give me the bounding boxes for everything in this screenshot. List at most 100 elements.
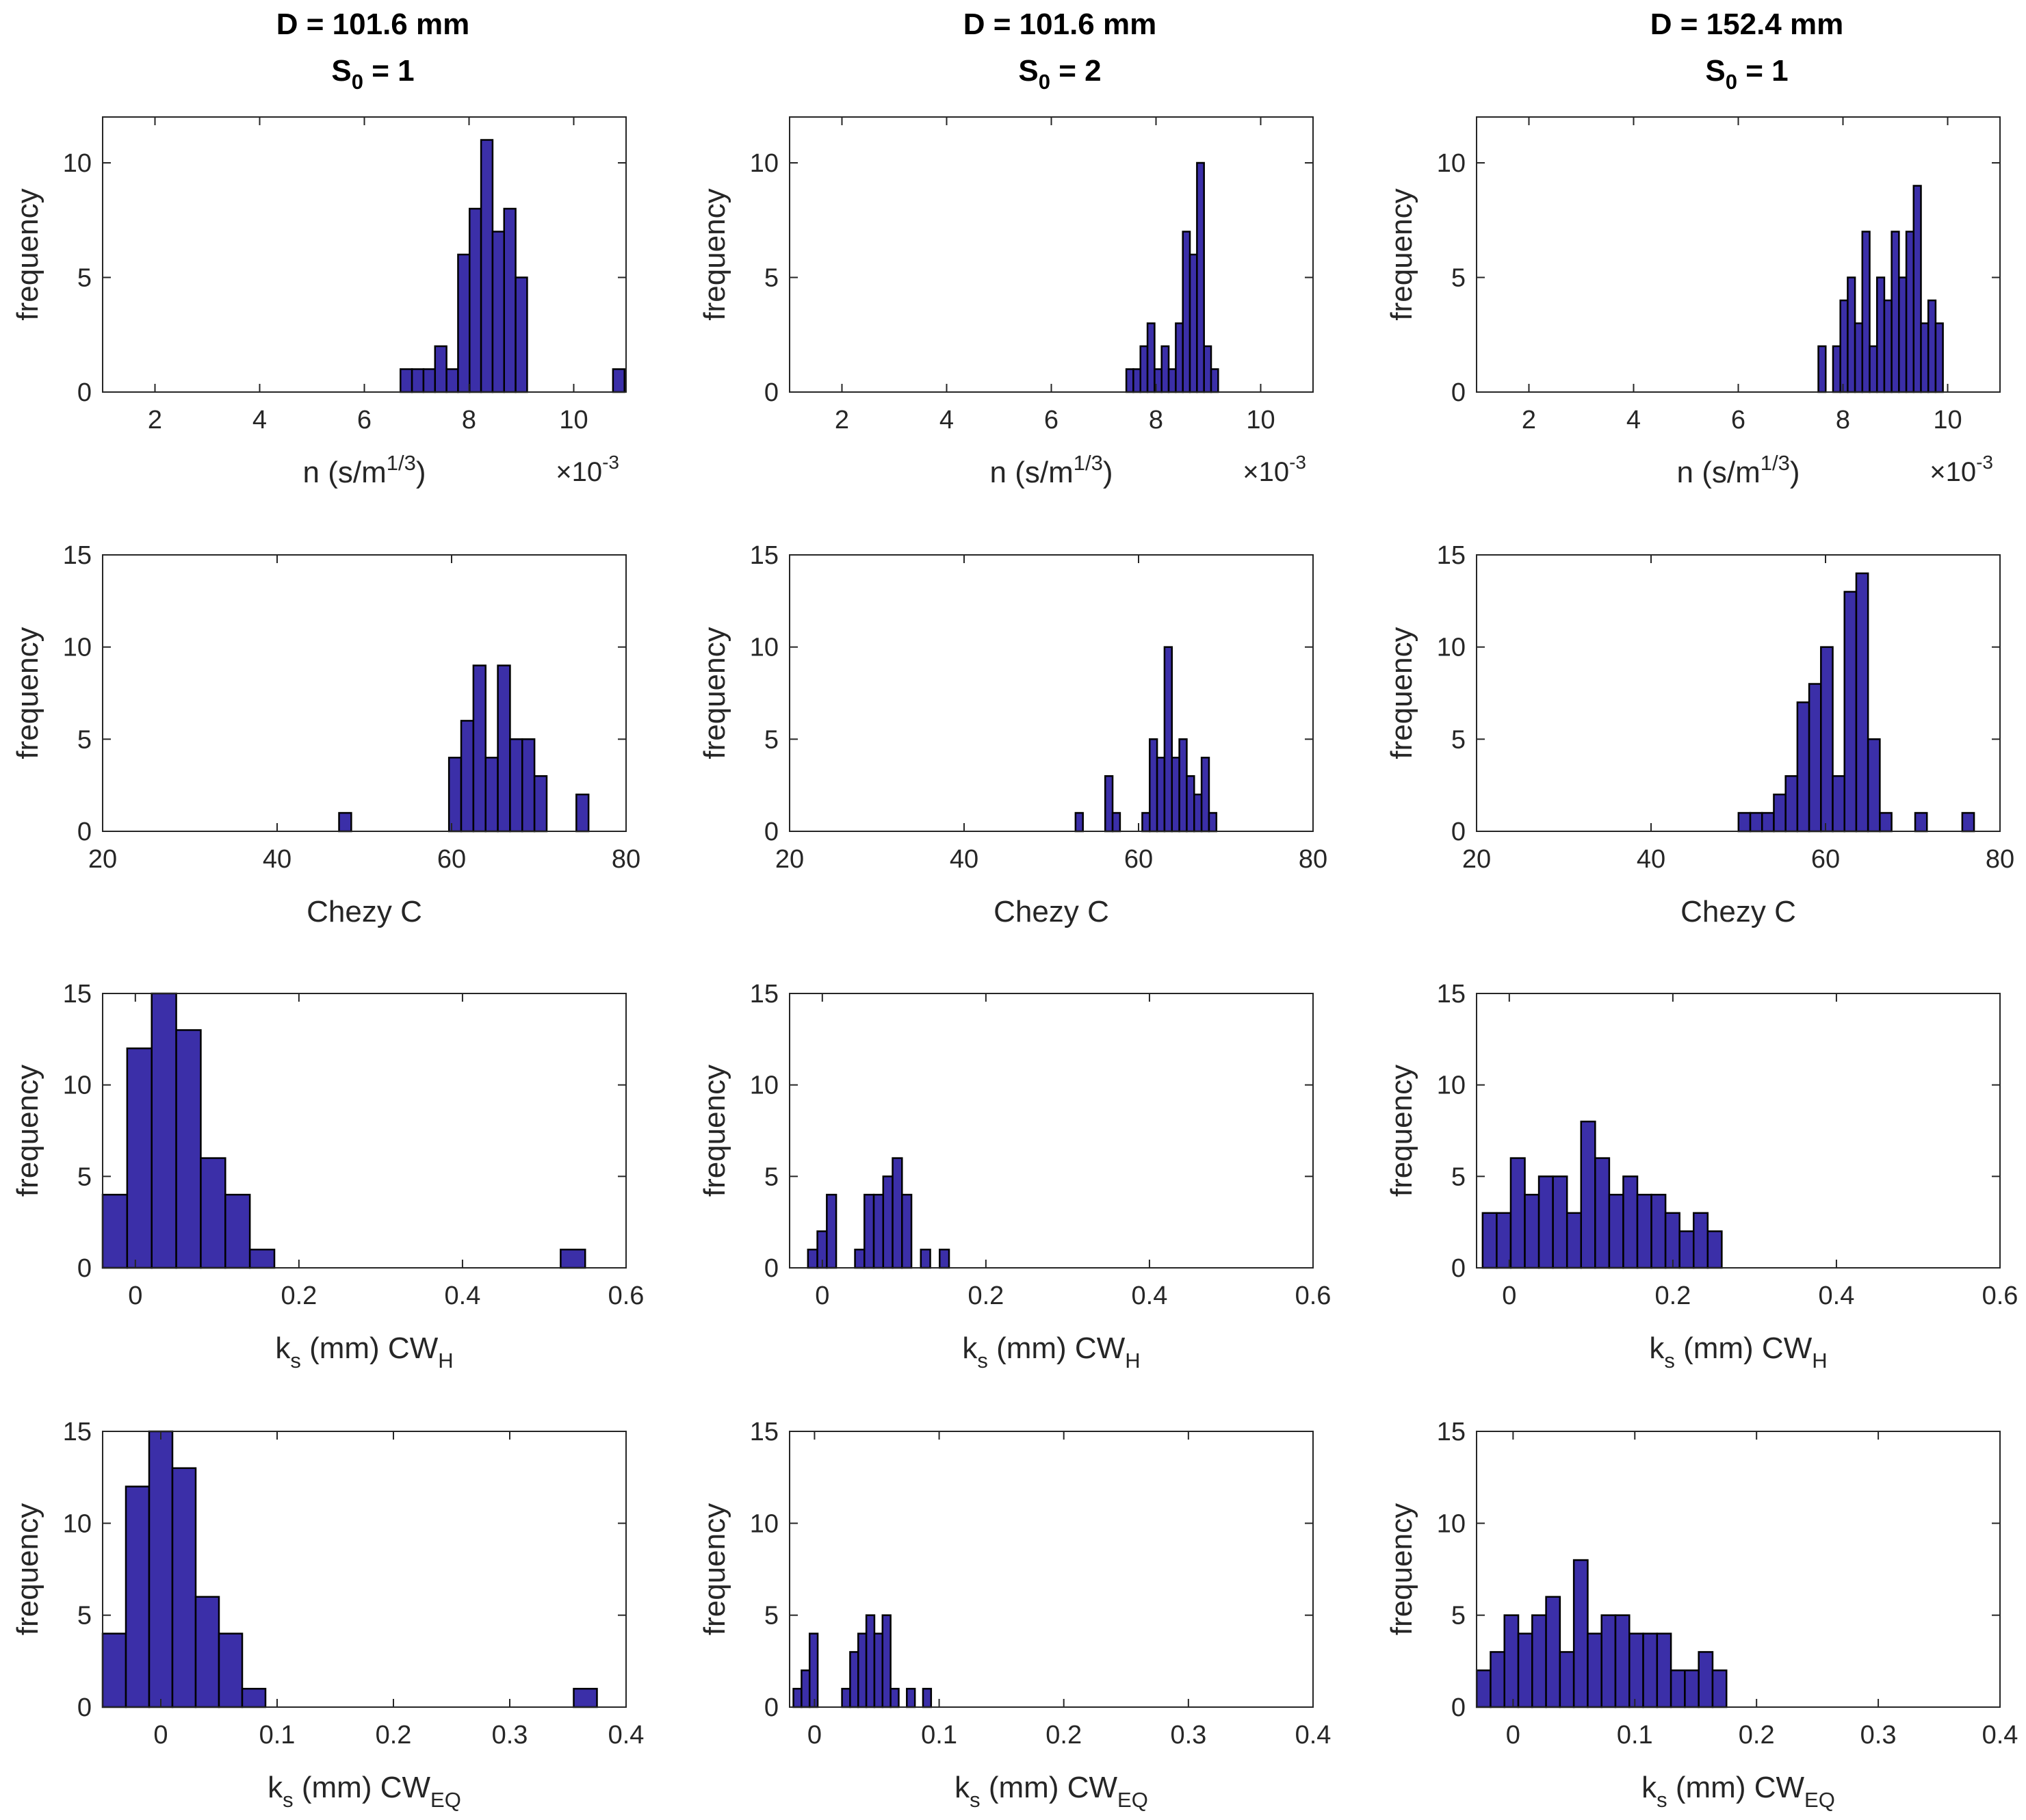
column-title-1: D = 101.6 mm S0 = 1 <box>276 8 470 94</box>
panel-r3c1: 0 0.2 0.4 0.6 0 5 10 15 frequency ks (mm) CWH <box>11 980 644 1373</box>
panel-r2c2-plot-area <box>790 555 1313 831</box>
y-tick-label: 5 <box>77 1602 92 1630</box>
histogram-bar <box>1503 1614 1520 1708</box>
histogram-bar <box>1832 345 1841 393</box>
panel-r2c2: 20 40 60 80 0 5 10 15 frequency Chezy C <box>698 541 1327 928</box>
column-title-1-slope: S0 = 1 <box>331 54 414 94</box>
y-tick-label: 10 <box>750 1509 779 1538</box>
histogram-bar <box>1600 1614 1617 1708</box>
histogram-bar <box>854 1249 866 1269</box>
histogram-bar <box>1711 1669 1728 1708</box>
y-axis-label: frequency <box>698 1065 731 1197</box>
y-tick-label: 5 <box>764 1602 779 1630</box>
x-tick-label: 0.1 <box>921 1721 957 1750</box>
histogram-bar <box>1898 276 1908 393</box>
histogram-bar <box>1698 1651 1714 1708</box>
histogram-bar <box>224 1193 251 1269</box>
y-tick-label: 5 <box>764 1162 779 1191</box>
histogram-bar <box>1125 368 1134 393</box>
histogram-bar <box>807 1249 818 1269</box>
panel-r1c2-plot-area <box>790 117 1313 392</box>
histogram-bar <box>573 1687 598 1708</box>
x-tick-label: 0.4 <box>1819 1282 1855 1310</box>
x-tick-label: 0.4 <box>1295 1721 1332 1750</box>
histogram-bar <box>1208 811 1218 833</box>
histogram-bar <box>218 1633 244 1708</box>
panel-r1c1: 2 4 6 8 10 0 5 10 frequency n (s/m1/3) ×10-3 <box>11 116 627 489</box>
panel-r3c3: 0 0.2 0.4 0.6 0 5 10 15 frequency ks (mm) CWH <box>1385 980 2018 1373</box>
histogram-bar <box>1934 322 1944 393</box>
y-tick-label: 5 <box>764 725 779 754</box>
histogram-bar <box>1808 683 1822 833</box>
histogram-bar <box>1160 345 1170 393</box>
histogram-bar <box>906 1687 916 1708</box>
histogram-bar <box>175 1029 202 1269</box>
y-tick-label: 0 <box>77 1254 92 1283</box>
histogram-bar <box>1869 345 1878 393</box>
histogram-bar <box>865 1614 876 1708</box>
y-tick-label: 0 <box>764 1693 779 1722</box>
histogram-bar <box>447 757 463 833</box>
panel-r1c2: 2 4 6 8 10 0 5 10 frequency n (s/m1/3) ×10-3 <box>698 116 1314 489</box>
histogram-bar <box>1141 811 1151 833</box>
histogram-bar <box>480 139 494 393</box>
x-tick-label: 0.2 <box>281 1282 317 1310</box>
y-axis-label: frequency <box>1385 1503 1418 1635</box>
histogram-bar <box>1656 1633 1672 1708</box>
y-tick-label: 15 <box>750 980 779 1009</box>
histogram-bar <box>533 775 548 833</box>
y-tick-label: 0 <box>764 1254 779 1283</box>
y-axis-label: frequency <box>698 1503 731 1635</box>
histogram-bar <box>1867 738 1881 833</box>
histogram-bar <box>1182 231 1191 393</box>
histogram-bar <box>1524 1193 1540 1269</box>
x-tick-label: 6 <box>1044 406 1059 434</box>
x-tick-label: 0 <box>815 1282 829 1310</box>
histogram-bar <box>889 1687 900 1708</box>
histogram-bar <box>1843 590 1858 833</box>
histogram-bar <box>503 207 517 393</box>
histogram-bar <box>1200 757 1210 833</box>
histogram-bar <box>1961 811 1975 833</box>
x-tick-label: 8 <box>1149 406 1163 434</box>
y-axis-label: frequency <box>11 188 44 320</box>
panel-r1c3: 2 4 6 8 10 0 5 10 frequency n (s/m1/3) ×10-3 <box>1385 116 2001 489</box>
y-tick-label: 10 <box>63 634 92 662</box>
y-tick-label: 15 <box>750 1418 779 1446</box>
x-tick-label: 20 <box>1462 845 1491 874</box>
column-title-2: D = 101.6 mm S0 = 2 <box>963 8 1157 94</box>
panel-r4c3: 0 0.1 0.2 0.3 0.4 0 5 10 15 frequency ks (mm) CWEQ <box>1385 1418 2018 1812</box>
x-axis-label: ks (mm) CWEQ <box>1641 1771 1835 1812</box>
histogram-bar <box>1614 1614 1631 1708</box>
y-tick-label: 5 <box>1451 725 1466 754</box>
y-tick-label: 5 <box>764 264 779 293</box>
panel-r4c1-axes-frame <box>102 1431 627 1708</box>
x-tick-label: 0.4 <box>1132 1282 1168 1310</box>
histogram-bar <box>863 1193 875 1269</box>
y-axis-label: frequency <box>11 627 44 759</box>
histogram-bar <box>1820 646 1834 833</box>
panel-r4c2: 0 0.1 0.2 0.3 0.4 0 5 10 15 frequency ks (mm) CWEQ <box>698 1418 1331 1812</box>
y-tick-label: 0 <box>1451 378 1466 407</box>
y-tick-label: 5 <box>1451 1162 1466 1191</box>
histogram-bar <box>1139 345 1149 393</box>
histogram-bar <box>1927 299 1937 393</box>
histogram-bar <box>1642 1633 1659 1708</box>
y-tick-label: 0 <box>764 818 779 846</box>
y-tick-label: 0 <box>77 818 92 846</box>
x-tick-label: 0 <box>153 1721 168 1750</box>
y-tick-label: 0 <box>764 378 779 407</box>
histogram-bar <box>1545 1596 1561 1708</box>
y-tick-label: 15 <box>750 541 779 570</box>
histogram-bar <box>1594 1157 1611 1269</box>
x-tick-label: 4 <box>939 406 954 434</box>
y-axis-label: frequency <box>698 627 731 759</box>
y-tick-label: 15 <box>1437 980 1466 1009</box>
histogram-bar <box>1670 1669 1686 1708</box>
histogram-bar <box>1587 1633 1602 1708</box>
panel-r3c2: 0 0.2 0.4 0.6 0 5 10 15 frequency ks (mm) CWH <box>698 980 1331 1373</box>
histogram-bar <box>882 1175 894 1269</box>
histogram-bar <box>1186 775 1195 833</box>
x-tick-label: 40 <box>263 845 291 874</box>
y-tick-label: 10 <box>63 1071 92 1100</box>
